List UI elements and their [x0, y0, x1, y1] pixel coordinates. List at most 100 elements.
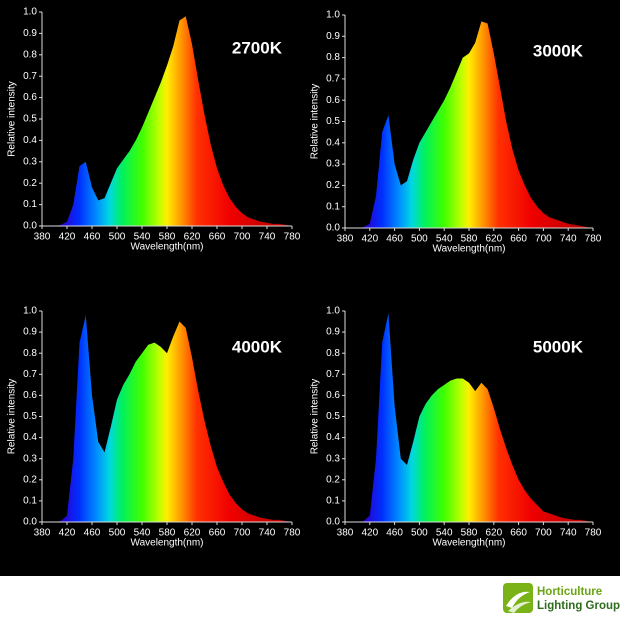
y-tick-label: 0.3	[326, 453, 340, 464]
y-tick-label: 0.9	[326, 31, 340, 42]
spectrum-area	[42, 315, 292, 522]
x-tick-label: 460	[386, 234, 403, 245]
y-axis-label: Relative intensity	[310, 84, 321, 160]
y-tick-label: 0.0	[23, 517, 37, 528]
x-tick-label: 540	[436, 234, 453, 245]
y-tick-label: 0.1	[23, 496, 37, 507]
x-tick-label: 780	[585, 528, 602, 539]
y-tick-label: 0.4	[326, 432, 340, 443]
x-tick-label: 620	[485, 528, 502, 539]
y-tick-label: 0.5	[326, 411, 340, 422]
y-tick-label: 0.0	[326, 223, 340, 234]
x-tick-label: 700	[535, 234, 552, 245]
y-tick-label: 1.0	[326, 10, 340, 21]
x-tick-label: 420	[59, 232, 76, 243]
y-tick-label: 0.3	[326, 159, 340, 170]
spectrum-area	[42, 16, 292, 227]
x-tick-label: 660	[209, 528, 226, 539]
x-tick-label: 580	[159, 232, 176, 243]
x-tick-label: 740	[259, 528, 276, 539]
x-tick-label: 500	[411, 234, 428, 245]
chart-panel: 0.0 0.1 0.2 0.3 0.4 0.5 0.6 0.7 0.8 0.9 1.0 380 420 4…	[310, 306, 602, 549]
x-tick-label: 500	[109, 528, 126, 539]
logo-leaf	[508, 601, 531, 613]
y-tick-label: 0.3	[23, 156, 37, 167]
panel-label: 4000K	[232, 337, 283, 356]
x-tick-label: 420	[361, 234, 378, 245]
x-tick-label: 780	[284, 528, 301, 539]
x-axis-label: Wavelength(nm)	[131, 242, 204, 253]
y-tick-label: 1.0	[23, 7, 37, 18]
x-tick-label: 740	[259, 232, 276, 243]
y-tick-label: 0.7	[23, 369, 37, 380]
y-tick-label: 0.8	[326, 348, 340, 359]
y-tick-label: 0.4	[23, 135, 37, 146]
x-tick-label: 620	[184, 528, 201, 539]
x-tick-label: 420	[59, 528, 76, 539]
y-tick-label: 0.6	[23, 390, 37, 401]
x-tick-label: 420	[361, 528, 378, 539]
y-tick-label: 0.5	[326, 116, 340, 127]
y-axis-label: Relative intensity	[7, 81, 18, 157]
y-tick-label: 0.3	[23, 453, 37, 464]
y-tick-label: 0.2	[23, 178, 37, 189]
y-tick-label: 0.6	[326, 390, 340, 401]
y-tick-label: 0.7	[326, 369, 340, 380]
x-tick-label: 780	[284, 232, 301, 243]
x-tick-label: 580	[461, 528, 478, 539]
y-tick-label: 0.5	[23, 411, 37, 422]
chart-panel: 0.0 0.1 0.2 0.3 0.4 0.5 0.6 0.7 0.8 0.9 1.0 380 420 4…	[310, 10, 602, 255]
x-tick-label: 380	[34, 232, 51, 243]
y-tick-label: 0.1	[326, 496, 340, 507]
y-tick-label: 0.6	[23, 92, 37, 103]
panel-label: 3000K	[533, 41, 584, 60]
x-tick-label: 500	[411, 528, 428, 539]
y-tick-label: 1.0	[23, 306, 37, 317]
x-axis-label: Wavelength(nm)	[131, 538, 204, 549]
x-tick-label: 740	[560, 234, 577, 245]
y-tick-label: 0.7	[23, 71, 37, 82]
x-tick-label: 580	[159, 528, 176, 539]
x-tick-label: 460	[84, 528, 101, 539]
logo-leaf	[506, 591, 530, 608]
x-tick-label: 620	[485, 234, 502, 245]
chart-panel: 0.0 0.1 0.2 0.3 0.4 0.5 0.6 0.7 0.8 0.9 1.0 380 420 4…	[7, 306, 301, 549]
x-tick-label: 580	[461, 234, 478, 245]
panel-label: 5000K	[533, 337, 584, 356]
panel-label: 2700K	[232, 38, 283, 57]
x-tick-label: 380	[337, 234, 354, 245]
x-tick-label: 740	[560, 528, 577, 539]
x-tick-label: 380	[337, 528, 354, 539]
logo-text: Horticulture	[537, 586, 602, 598]
x-tick-label: 780	[585, 234, 602, 245]
spectrum-area	[345, 313, 593, 522]
x-tick-label: 660	[209, 232, 226, 243]
y-tick-label: 0.9	[23, 28, 37, 39]
y-tick-label: 1.0	[326, 306, 340, 317]
y-tick-label: 0.8	[23, 49, 37, 60]
x-axis-label: Wavelength(nm)	[433, 244, 506, 255]
y-tick-label: 0.2	[326, 474, 340, 485]
y-tick-label: 0.9	[23, 327, 37, 338]
x-tick-label: 660	[510, 234, 527, 245]
x-tick-label: 700	[234, 232, 251, 243]
x-tick-label: 540	[436, 528, 453, 539]
x-tick-label: 700	[234, 528, 251, 539]
x-tick-label: 700	[535, 528, 552, 539]
y-tick-label: 0.5	[23, 114, 37, 125]
y-tick-label: 0.2	[326, 180, 340, 191]
x-axis-label: Wavelength(nm)	[433, 538, 506, 549]
y-axis-label: Relative intensity	[310, 379, 321, 455]
y-tick-label: 0.2	[23, 474, 37, 485]
logo-text: Lighting Group	[537, 600, 620, 612]
spectrum-area	[345, 21, 593, 228]
y-tick-label: 0.6	[326, 95, 340, 106]
y-tick-label: 0.0	[23, 221, 37, 232]
chart-panel: 0.0 0.1 0.2 0.3 0.4 0.5 0.6 0.7 0.8 0.9 1.0 380 420 4…	[7, 7, 301, 253]
y-axis-label: Relative intensity	[7, 379, 18, 455]
y-tick-label: 0.7	[326, 74, 340, 85]
y-tick-label: 0.1	[326, 201, 340, 212]
x-tick-label: 660	[510, 528, 527, 539]
